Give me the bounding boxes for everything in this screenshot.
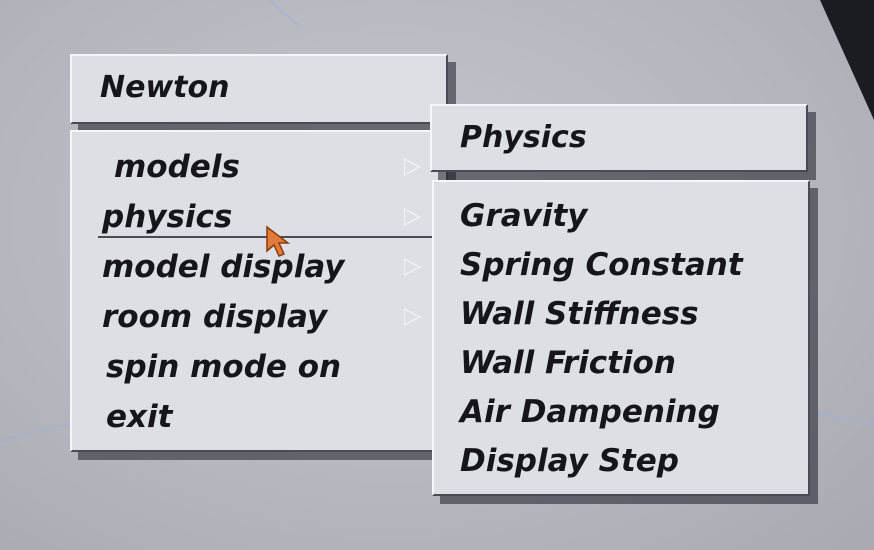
physics-submenu: Gravity Spring Constant Wall Stiffness W… — [432, 180, 810, 496]
menu-item-models[interactable]: models — [114, 149, 240, 185]
newton-menu: models physics model display room displa… — [70, 130, 448, 452]
menu-item-exit[interactable]: exit — [106, 399, 173, 435]
physics-submenu-title-bar[interactable]: Physics — [430, 104, 808, 172]
submenu-item-spring-constant[interactable]: Spring Constant — [460, 247, 743, 283]
physics-submenu-title: Physics — [460, 120, 587, 155]
menu-item-model-display[interactable]: model display — [102, 249, 345, 285]
newton-menu-title-bar[interactable]: Newton — [70, 54, 448, 124]
menu-item-room-display[interactable]: room display — [102, 299, 328, 335]
menu-item-physics[interactable]: physics — [102, 199, 233, 235]
submenu-item-display-step[interactable]: Display Step — [460, 443, 679, 479]
submenu-item-air-dampening[interactable]: Air Dampening — [460, 394, 720, 430]
submenu-arrow-icon — [404, 258, 421, 276]
newton-menu-title: Newton — [100, 70, 230, 105]
submenu-item-wall-stiffness[interactable]: Wall Stiffness — [460, 296, 699, 332]
submenu-arrow-icon — [404, 308, 421, 326]
submenu-item-wall-friction[interactable]: Wall Friction — [460, 345, 676, 381]
menu-item-spin-mode-on[interactable]: spin mode on — [106, 349, 342, 385]
mouse-pointer-icon — [266, 225, 291, 257]
submenu-arrow-icon — [404, 158, 421, 176]
submenu-item-gravity[interactable]: Gravity — [460, 198, 588, 234]
submenu-arrow-icon — [404, 208, 421, 226]
